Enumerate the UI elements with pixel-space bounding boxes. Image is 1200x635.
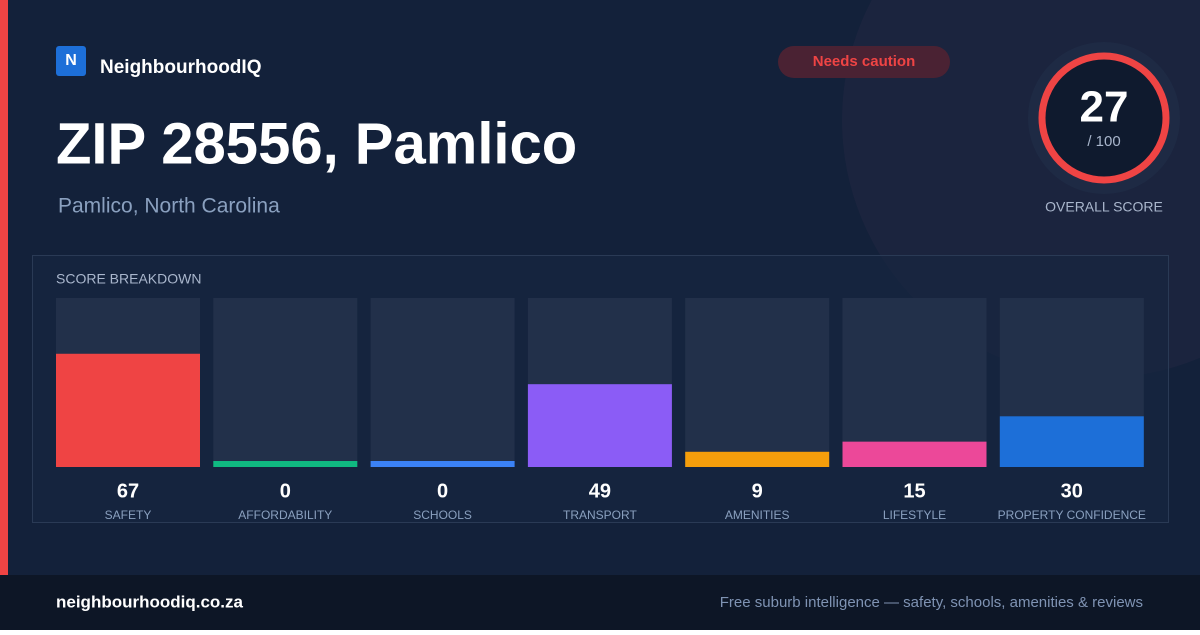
footer-tagline: Free suburb intelligence — safety, schoo… (720, 594, 1143, 611)
value-label: 0 (437, 480, 448, 502)
bar (56, 353, 200, 467)
value-label: 67 (117, 480, 139, 502)
value-label: 15 (903, 480, 925, 502)
value-label: 0 (280, 480, 291, 502)
score-label: OVERALL SCORE (1045, 199, 1163, 215)
value-label: 9 (752, 480, 763, 502)
brand: NeighbourhoodIQ (100, 57, 261, 78)
value-label: 30 (1061, 480, 1083, 502)
category-label: SAFETY (105, 508, 152, 522)
subtitle: Pamlico, North Carolina (58, 195, 280, 218)
accent-stripe (0, 0, 8, 575)
bar (842, 441, 987, 467)
category-label: AMENITIES (725, 508, 790, 522)
title: ZIP 28556, Pamlico (56, 111, 577, 176)
logo (56, 46, 86, 76)
value-label: 49 (589, 480, 611, 502)
bar-track (370, 298, 515, 467)
logo-letter: N (65, 52, 77, 69)
score-ring (1038, 52, 1170, 184)
panel-title: SCORE BREAKDOWN (56, 271, 201, 287)
score-value: 27 (1080, 83, 1129, 132)
category-label: PROPERTY CONFIDENCE (998, 508, 1146, 522)
bar-track (213, 298, 358, 467)
bar (213, 461, 358, 467)
bar-track (685, 298, 830, 467)
category-label: SCHOOLS (413, 508, 472, 522)
category-label: AFFORDABILITY (238, 508, 332, 522)
footer-site: neighbourhoodiq.co.za (56, 592, 244, 611)
bar (685, 451, 830, 467)
category-label: TRANSPORT (563, 508, 637, 522)
score-max: / 100 (1087, 133, 1120, 150)
bar (527, 384, 672, 467)
category-label: LIFESTYLE (883, 508, 946, 522)
bar (370, 461, 515, 467)
badge-bg (778, 46, 950, 78)
bar-track (842, 298, 987, 467)
bar (999, 416, 1144, 467)
footer-bg (0, 575, 1200, 630)
badge: Needs caution (813, 53, 916, 70)
